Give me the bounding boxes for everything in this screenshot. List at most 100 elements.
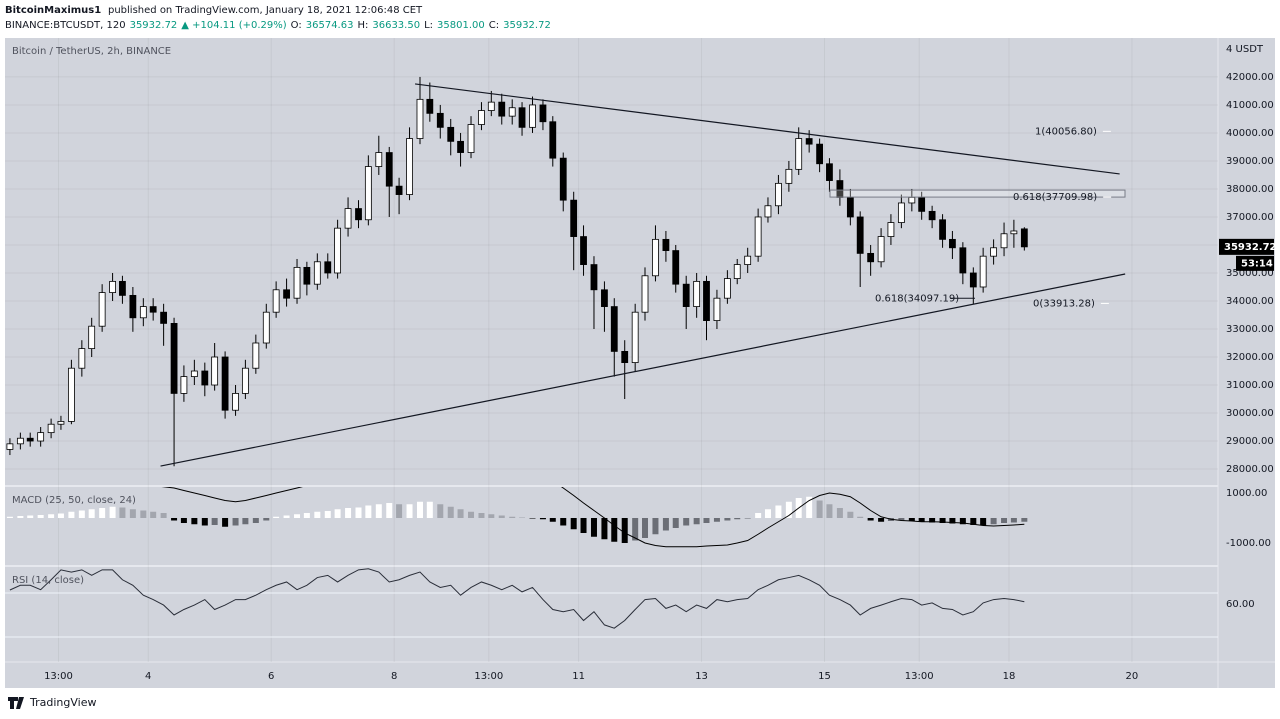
y-tick-label: 30000.00 (1226, 408, 1274, 419)
candle-body (1020, 228, 1028, 248)
macd-bar (355, 507, 362, 518)
macd-bar (642, 518, 649, 538)
macd-bar (37, 515, 44, 518)
y-tick-label: 32000.00 (1226, 352, 1274, 363)
symbol-info: C: (489, 20, 499, 31)
candle-body (16, 437, 24, 445)
y-tick-label: 60.00 (1226, 599, 1255, 610)
candle-body (539, 104, 547, 123)
candle-body (241, 367, 249, 394)
macd-bar (180, 518, 187, 523)
symbol-info: BINANCE:BTCUSDT, 120 (5, 20, 126, 31)
candle-body (508, 107, 516, 117)
candle-body (119, 280, 126, 296)
macd-bar (908, 518, 915, 521)
pane: 1(40056.80) 0.618(37709.98) 0.618(34097.19… (6, 76, 1126, 467)
candle-body (221, 356, 229, 411)
candle-body (324, 261, 332, 274)
candle-body (918, 196, 926, 212)
macd-title: MACD (25, 50, close, 24) (12, 495, 136, 506)
candle-body (877, 236, 885, 263)
macd-bar (632, 518, 639, 541)
countdown: 53:14 (1241, 258, 1273, 269)
candle-body (744, 255, 752, 265)
candle-body (518, 107, 526, 128)
candle-body (232, 393, 239, 411)
symbol-info: H: (357, 20, 368, 31)
symbol-info: 36633.50 (372, 20, 420, 31)
candle-body (109, 280, 116, 293)
x-tick-label: 20 (1126, 671, 1139, 682)
fib-label: 0(33913.28) (1033, 298, 1095, 309)
candle-body (959, 247, 967, 274)
candle-body (293, 266, 301, 299)
fib-label: 0.618(34097.19) (875, 293, 959, 304)
candle-body (908, 196, 916, 204)
candle-body (887, 222, 895, 237)
macd-bar (211, 518, 218, 525)
macd-bar (1010, 518, 1017, 523)
x-tick-label: 6 (268, 671, 274, 682)
candle-body (631, 311, 639, 364)
macd-bar (693, 518, 700, 525)
macd-bar (785, 501, 792, 518)
candle-body (805, 138, 813, 145)
candle-body (313, 261, 321, 285)
published: published on TradingView.com, January 18… (108, 5, 423, 16)
candle-body (334, 227, 342, 274)
macd-bar (918, 518, 925, 522)
candle-body (846, 196, 854, 218)
candle-body (211, 356, 219, 386)
macd-bar (263, 518, 270, 521)
candle-body (939, 219, 946, 240)
macd-bar (744, 518, 751, 519)
candle-body (498, 101, 506, 117)
y-tick-label: 29000.00 (1226, 436, 1274, 447)
candle-body (754, 216, 762, 257)
candle-body (57, 421, 65, 425)
macd-bar (99, 508, 106, 518)
rsi-line (9, 568, 1025, 629)
countdown-box (1236, 255, 1274, 271)
macd-bar (498, 515, 505, 518)
y-tick-label: 35000.00 (1226, 268, 1274, 279)
candle-body (467, 124, 475, 153)
candle-body (78, 348, 86, 369)
candle-body (682, 283, 690, 307)
candle-body (190, 370, 198, 378)
macd-bar (611, 518, 618, 542)
trendline (160, 273, 1126, 467)
macd-bar (816, 500, 823, 518)
candle-body (662, 238, 670, 251)
macd-bar (826, 504, 833, 518)
chart-title: Bitcoin / TetherUS, 2h, BINANCE (12, 46, 171, 57)
macd-bar (724, 518, 731, 521)
macd-bar (980, 518, 987, 526)
macd-bar (867, 518, 874, 521)
candle-body (652, 238, 659, 277)
macd-bar (232, 518, 239, 526)
macd-bar (478, 513, 485, 518)
candle-body (180, 376, 188, 394)
candle-body (785, 168, 793, 184)
last-price-box (1219, 238, 1274, 255)
candle-body (580, 236, 587, 265)
macd-bar (764, 509, 771, 518)
macd-bar (303, 513, 310, 518)
macd-bar (775, 505, 782, 518)
candle-body (897, 202, 905, 223)
candle-body (487, 101, 495, 111)
macd-bar (447, 506, 454, 518)
candle-body (252, 342, 260, 369)
symbol-info: 35932.72 (130, 20, 178, 31)
macd-bar (734, 518, 741, 520)
macd-bar (57, 513, 64, 518)
macd-bar (621, 518, 628, 543)
macd-bar (222, 518, 229, 527)
unit: 4 USDT (1226, 44, 1264, 55)
macd-bar (171, 518, 178, 521)
candle-body (262, 311, 270, 344)
candle-body (364, 166, 372, 221)
candle-body (67, 367, 75, 422)
pane (6, 487, 1028, 548)
